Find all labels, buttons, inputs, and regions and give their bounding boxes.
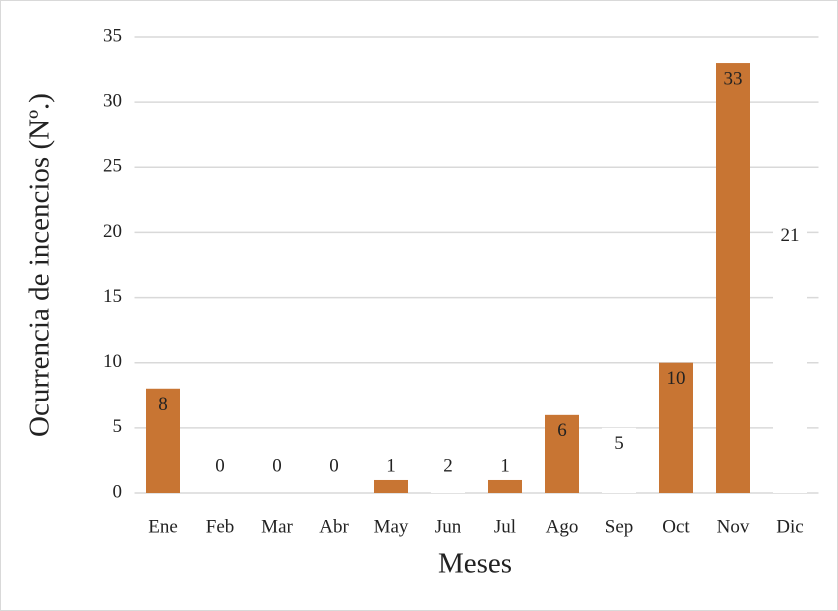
x-axis-title: Meses — [438, 548, 512, 580]
x-tick-label: Ene — [148, 516, 178, 537]
data-label: 8 — [158, 394, 168, 415]
y-tick-label: 35 — [103, 25, 122, 46]
bar — [773, 219, 807, 493]
data-label: 6 — [557, 420, 567, 441]
data-label: 10 — [667, 368, 686, 389]
bar — [431, 466, 465, 493]
y-axis-title: Ocurrencia de incencios (Nº.) — [24, 93, 56, 437]
data-label: 1 — [386, 455, 396, 476]
bar — [716, 63, 750, 494]
data-label: 2 — [443, 455, 453, 476]
data-label: 0 — [329, 455, 339, 476]
x-tick-label: Jun — [435, 516, 462, 537]
x-tick-label: Oct — [662, 516, 690, 537]
x-tick-label: Jul — [494, 516, 516, 537]
x-tick-label: Mar — [261, 516, 293, 537]
data-label: 33 — [724, 68, 743, 89]
data-label: 1 — [500, 455, 510, 476]
bar — [374, 479, 408, 493]
y-tick-label: 0 — [113, 481, 123, 502]
x-tick-label: Ago — [546, 516, 579, 537]
data-label: 21 — [781, 225, 800, 246]
bar — [488, 479, 522, 493]
y-tick-label: 20 — [103, 221, 122, 242]
y-tick-label: 15 — [103, 286, 122, 307]
bar — [146, 388, 180, 493]
y-tick-label: 5 — [113, 416, 123, 437]
y-tick-label: 30 — [103, 91, 122, 112]
data-label: 5 — [614, 433, 624, 454]
x-tick-label: May — [374, 516, 409, 537]
y-tick-label: 25 — [103, 156, 122, 177]
bar — [659, 362, 693, 493]
x-tick-label: Nov — [717, 516, 750, 537]
x-tick-label: Sep — [605, 516, 634, 537]
x-tick-label: Abr — [319, 516, 349, 537]
data-label: 0 — [272, 455, 282, 476]
x-tick-label: Feb — [206, 516, 235, 537]
x-tick-label: Dic — [776, 516, 803, 537]
bar — [602, 427, 636, 493]
bar — [545, 414, 579, 493]
data-label: 0 — [215, 455, 225, 476]
y-tick-label: 10 — [103, 351, 122, 372]
